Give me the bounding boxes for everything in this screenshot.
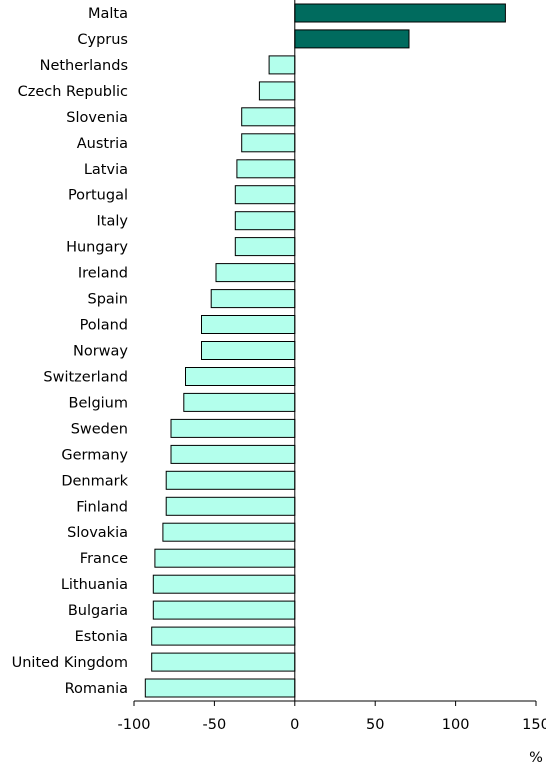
- category-label: Bulgaria: [68, 603, 128, 619]
- bar-slovenia: [241, 107, 296, 127]
- category-label: Netherlands: [40, 58, 128, 74]
- bar-denmark: [165, 470, 296, 490]
- category-label: Belgium: [69, 395, 128, 411]
- category-label: Norway: [73, 344, 128, 360]
- x-axis-unit-label: %: [529, 750, 543, 766]
- bar-spain: [210, 289, 296, 309]
- bar-portugal: [234, 185, 296, 205]
- category-label: Switzerland: [43, 370, 128, 386]
- category-label: Cyprus: [77, 32, 128, 48]
- bars-group: [144, 3, 506, 698]
- category-label: France: [80, 551, 128, 567]
- bar-lithuania: [152, 574, 296, 594]
- bar-ireland: [215, 263, 296, 283]
- category-label: Slovenia: [66, 110, 128, 126]
- category-label: Malta: [88, 6, 128, 22]
- x-tick-label: 50: [366, 717, 384, 733]
- category-label: Italy: [97, 214, 129, 230]
- category-label: Hungary: [66, 240, 128, 256]
- category-label: Sweden: [71, 421, 128, 437]
- bar-czech-republic: [258, 81, 296, 101]
- bar-slovakia: [162, 522, 296, 542]
- bar-austria: [241, 133, 296, 153]
- category-label: Spain: [87, 292, 128, 308]
- bar-sweden: [170, 418, 296, 438]
- x-tick-label: -100: [118, 717, 151, 733]
- category-label: Poland: [80, 318, 128, 334]
- bar-latvia: [236, 159, 296, 179]
- bar-germany: [170, 444, 296, 464]
- category-label: Ireland: [78, 266, 128, 282]
- bar-belgium: [183, 392, 296, 412]
- bar-switzerland: [185, 367, 296, 386]
- category-label: Czech Republic: [18, 84, 128, 100]
- bar-united-kingdom: [151, 652, 296, 672]
- bar-finland: [165, 496, 296, 516]
- bar-norway: [201, 341, 296, 360]
- category-label: Portugal: [68, 188, 128, 204]
- category-labels: Malta Cyprus Netherlands Czech Republic Slov…: [12, 6, 129, 697]
- bar-hungary: [234, 237, 296, 257]
- category-label: Germany: [61, 447, 128, 463]
- category-label: Finland: [76, 499, 128, 515]
- category-label: Denmark: [61, 473, 128, 489]
- category-label: Latvia: [84, 162, 128, 178]
- category-label: Slovakia: [67, 525, 128, 541]
- category-label: United Kingdom: [12, 655, 128, 671]
- x-tick-label: 0: [290, 717, 299, 733]
- category-label: Romania: [65, 681, 128, 697]
- bar-malta: [294, 3, 506, 23]
- bar-netherlands: [268, 55, 296, 75]
- category-label: Lithuania: [61, 577, 128, 593]
- bar-estonia: [151, 626, 296, 646]
- category-label: Austria: [77, 136, 128, 152]
- bar-italy: [234, 211, 296, 231]
- bar-romania: [144, 678, 296, 698]
- bar-bulgaria: [152, 600, 296, 620]
- bar-cyprus: [294, 29, 410, 49]
- x-tick-label: -50: [203, 717, 227, 733]
- x-tick-label: 150: [522, 717, 546, 733]
- x-tick-label: 100: [442, 717, 470, 733]
- bar-poland: [201, 315, 296, 334]
- x-axis-ticks: -100 -50 0 50 100 150: [118, 701, 546, 733]
- bar-france: [154, 548, 296, 568]
- category-label: Estonia: [75, 629, 128, 645]
